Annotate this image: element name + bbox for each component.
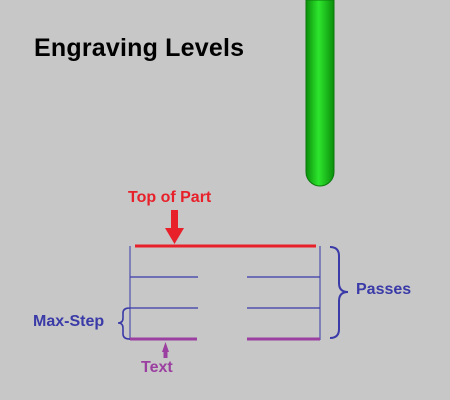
text-label: Text (141, 359, 173, 376)
passes-label: Passes (356, 281, 412, 298)
engraving-tool (305, 0, 335, 187)
max-step-label: Max-Step (33, 313, 105, 330)
diagram-title: Engraving Levels (34, 34, 245, 62)
max-step-brace (117, 307, 131, 340)
top-of-part-label: Top of Part (128, 189, 212, 206)
text-arrow (162, 342, 169, 358)
passes-brace (329, 246, 349, 339)
top-of-part-arrow (165, 210, 184, 244)
